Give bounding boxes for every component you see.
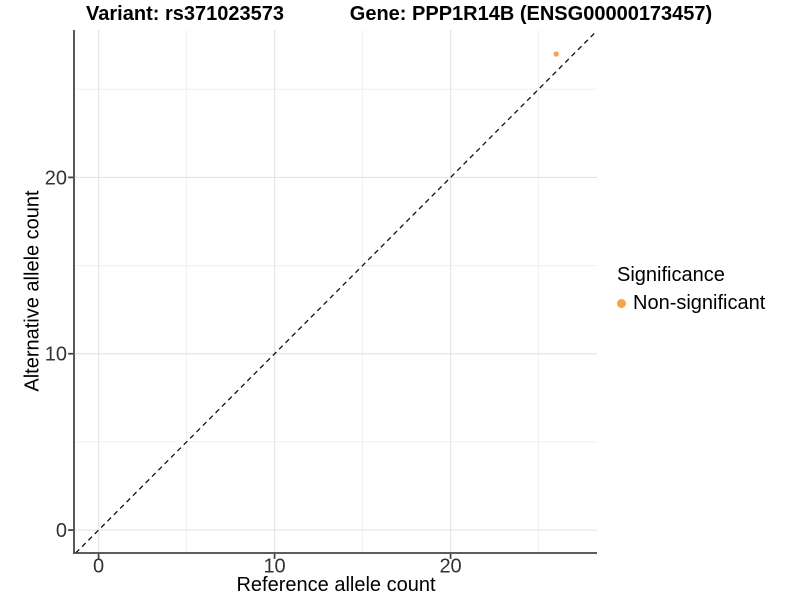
x-axis-title: Reference allele count — [236, 574, 436, 596]
legend-title: Significance — [617, 264, 725, 286]
plot-title-gene: Gene: PPP1R14B (ENSG00000173457) — [349, 3, 713, 25]
identity-line — [75, 30, 598, 554]
plot-title-variant: Variant: rs371023573 — [86, 3, 284, 25]
x-tick-label: 20 — [439, 556, 461, 578]
x-tick-label: 0 — [93, 556, 104, 578]
y-axis-title: Alternative allele count — [21, 190, 44, 392]
data-point — [553, 51, 559, 57]
legend-item-label: Non-significant — [633, 292, 766, 314]
x-tick-label: 10 — [263, 556, 285, 578]
legend-point-icon — [617, 299, 626, 308]
legend-item: Non-significant — [617, 292, 765, 315]
y-tick-label: 10 — [45, 344, 67, 366]
y-tick-label: 0 — [56, 520, 67, 542]
legend-items: Non-significant — [617, 292, 765, 315]
y-tick-label: 20 — [45, 167, 67, 189]
legend: Significance Non-significant — [617, 264, 765, 315]
